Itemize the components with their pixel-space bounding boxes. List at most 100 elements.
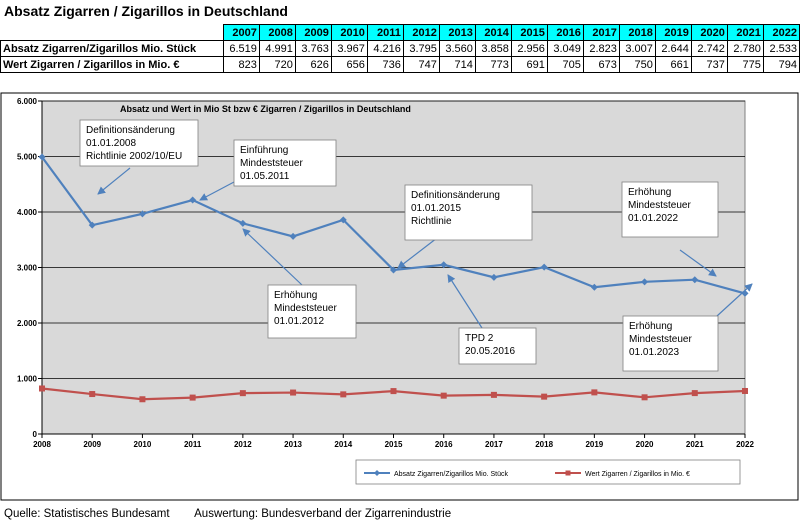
annotation-frame [267, 284, 357, 339]
table-year-header: 2007 [222, 24, 260, 41]
y-tick-label: 5.000 [17, 153, 38, 162]
data-point-square [691, 390, 698, 397]
line-chart: 0 1.000 2.000 3.000 4.000 5.000 6.000 2008 2009 2… [0, 92, 799, 501]
footer: Quelle: Statistisches Bundesamt Auswertu… [4, 508, 473, 520]
data-point-square [591, 389, 598, 396]
table-row-label: Wert Zigarren / Zigarillos in Mio. € [0, 56, 224, 73]
data-point-diamond [691, 276, 699, 284]
data-point-square [189, 394, 196, 401]
table-year-header: 2022 [762, 24, 800, 41]
table-year-header: 2018 [618, 24, 656, 41]
data-point-square [239, 390, 246, 397]
annotation-text: 01.05.2011 [240, 171, 290, 182]
annotation-box: Erhöhung Mindeststeuer 01.01.2022 [621, 181, 719, 277]
x-tick-label: 2008 [33, 440, 51, 449]
table-cell: 720 [258, 56, 296, 73]
table-cell: 6.519 [222, 40, 260, 57]
table-cell: 3.049 [546, 40, 584, 57]
annotation-arrow [242, 228, 303, 286]
annotation-text: Einführung [240, 145, 288, 156]
table-cell: 3.560 [438, 40, 476, 57]
annotation-text: 01.01.2023 [629, 347, 679, 358]
data-point-diamond [490, 273, 498, 281]
table-year-header: 2020 [690, 24, 728, 41]
table-cell: 750 [618, 56, 656, 73]
table-cell: 4.991 [258, 40, 296, 57]
table-cell: 3.763 [294, 40, 332, 57]
table-year-header: 2013 [438, 24, 476, 41]
data-point-diamond [88, 221, 96, 229]
x-tick-label: 2014 [334, 440, 352, 449]
data-point-diamond [289, 232, 297, 240]
annotation-text: 20.05.2016 [465, 346, 515, 357]
annotation-text: 01.01.2022 [628, 213, 678, 224]
table-year-header: 2008 [258, 24, 296, 41]
table-cell: 3.967 [330, 40, 368, 57]
x-tick-label: 2019 [585, 440, 603, 449]
table-year-header: 2014 [474, 24, 512, 41]
y-tick-label: 2.000 [17, 319, 38, 328]
data-point-diamond [189, 196, 197, 204]
annotation-box: Einführung Mindeststeuer 01.05.2011 [199, 139, 337, 201]
table-year-header: 2016 [546, 24, 584, 41]
data-point-square [490, 391, 497, 398]
x-tick-label: 2022 [736, 440, 754, 449]
table-row-label: Absatz Zigarren/Zigarillos Mio. Stück [0, 40, 224, 57]
annotation-frame [458, 327, 537, 365]
annotation-text: Mindeststeuer [629, 334, 692, 345]
data-point-diamond [339, 216, 347, 224]
annotation-text: 01.01.2015 [411, 203, 461, 214]
table-cell: 705 [546, 56, 584, 73]
data-point-diamond [390, 266, 397, 274]
annotation-box: Erhöhung Mindeststeuer 01.01.2012 [242, 228, 357, 339]
legend-marker [374, 470, 380, 476]
data-point-diamond [540, 263, 548, 271]
annotation-frame [621, 181, 719, 238]
data-point-square [390, 388, 397, 395]
annotation-text: Erhöhung [629, 321, 672, 332]
x-tick-label: 2020 [636, 440, 654, 449]
table-cell: 823 [222, 56, 260, 73]
data-point-diamond [239, 219, 247, 227]
table-cell: 747 [402, 56, 440, 73]
table-cell: 673 [582, 56, 620, 73]
table-corner [0, 24, 224, 41]
x-tick-label: 2016 [435, 440, 453, 449]
annotation-text: Mindeststeuer [628, 200, 691, 211]
annotation-arrow [199, 181, 235, 201]
table-cell: 2.742 [690, 40, 728, 57]
data-table: 2007 2008 2009 2010 2011 2012 2013 2014 2015 2016… [0, 24, 800, 73]
annotation-text: Definitionsänderung [86, 125, 175, 136]
table-cell: 3.858 [474, 40, 512, 57]
x-tick-label: 2015 [385, 440, 403, 449]
table-cell: 4.216 [366, 40, 404, 57]
table-cell: 2.780 [726, 40, 764, 57]
table-year-header: 2019 [654, 24, 692, 41]
table-cell: 714 [438, 56, 476, 73]
annotation-text: Richtlinie [411, 216, 452, 227]
data-point-diamond [641, 278, 649, 286]
annotation-frame [622, 315, 719, 372]
chart-title: Absatz und Wert in Mio St bzw € Zigarren… [120, 104, 411, 114]
table-header-row: 2007 2008 2009 2010 2011 2012 2013 2014 2015 2016… [0, 24, 800, 41]
annotation-arrow [97, 167, 131, 195]
data-point-square [440, 392, 447, 399]
table-cell: 736 [366, 56, 404, 73]
x-tick-label: 2018 [535, 440, 553, 449]
table-cell: 775 [726, 56, 764, 73]
table-cell: 626 [294, 56, 332, 73]
x-tick-label: 2021 [686, 440, 704, 449]
data-point-square [89, 391, 96, 398]
annotation-arrow [716, 283, 753, 317]
table-cell: 2.823 [582, 40, 620, 57]
y-tick-label: 3.000 [17, 264, 38, 273]
table-cell: 656 [330, 56, 368, 73]
x-tick-label: 2010 [134, 440, 152, 449]
table-cell: 773 [474, 56, 512, 73]
data-point-square [541, 393, 548, 400]
annotation-arrow [397, 237, 438, 269]
legend-marker [565, 470, 571, 476]
annotation-box: Definitionsänderung 01.01.2015 Richtlinie [397, 184, 533, 269]
data-point-diamond [440, 261, 448, 269]
table-year-header: 2009 [294, 24, 332, 41]
